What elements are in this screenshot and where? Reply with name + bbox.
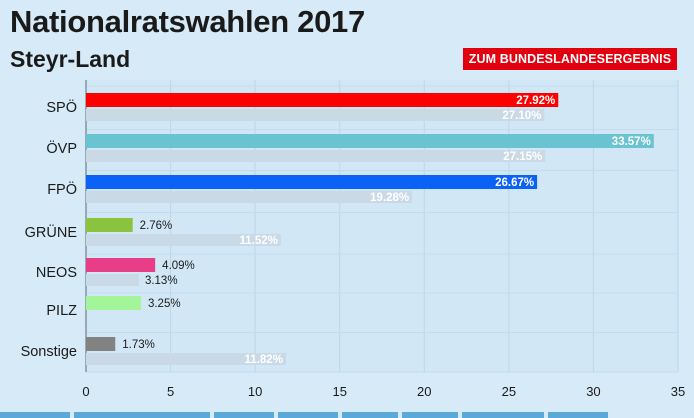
bar-previous-value-label: 27.10% (502, 110, 541, 122)
bar-value-label: 1.73% (122, 339, 155, 351)
bar-previous-value-label: 11.82% (245, 354, 283, 366)
bar-previous-value-label: 3.13% (145, 275, 178, 287)
category-label: NEOS (36, 265, 77, 281)
bar-2017 (86, 175, 538, 189)
page-title: Nationalratswahlen 2017 (10, 4, 365, 39)
bar-2017 (86, 134, 654, 148)
bar-previous (86, 191, 413, 203)
category-label: FPÖ (47, 180, 77, 198)
x-tick-label: 35 (671, 384, 685, 399)
bar-2017 (86, 93, 559, 107)
category-label: ÖVP (46, 139, 77, 157)
x-tick-label: 20 (417, 384, 431, 399)
bar-value-label: 3.25% (148, 298, 181, 310)
x-tick-label: 15 (332, 384, 346, 399)
footer-tab-strip (0, 412, 694, 418)
page-subtitle: Steyr-Land (10, 46, 131, 72)
bar-2017 (86, 258, 156, 272)
x-tick-label: 25 (502, 384, 516, 399)
bar-previous (86, 234, 281, 246)
bar-previous (86, 274, 139, 286)
bar-2017 (86, 337, 116, 351)
x-tick-label: 10 (248, 384, 262, 399)
state-result-button[interactable]: ZUM BUNDESLANDESERGEBNIS (463, 48, 677, 70)
bar-previous-value-label: 27.15% (503, 151, 542, 163)
x-tick-label: 30 (586, 384, 600, 399)
category-label: GRÜNE (25, 223, 78, 241)
bar-value-label: 4.09% (162, 260, 195, 272)
x-tick-label: 5 (167, 384, 174, 399)
category-label: Sonstige (21, 344, 77, 360)
category-label: SPÖ (46, 98, 77, 116)
bar-previous (86, 150, 546, 162)
bar-value-label: 2.76% (140, 220, 173, 232)
bar-previous (86, 353, 286, 365)
bar-previous-value-label: 11.52% (239, 235, 277, 247)
bar-previous-value-label: 19.28% (370, 192, 409, 204)
x-tick-label: 0 (82, 384, 89, 399)
bar-previous (86, 109, 545, 121)
bar-value-label: 33.57% (612, 136, 651, 148)
bar-value-label: 26.67% (495, 177, 534, 189)
bar-2017 (86, 296, 141, 310)
category-label: PILZ (46, 303, 77, 319)
bar-value-label: 27.92% (516, 95, 555, 107)
bar-2017 (86, 218, 133, 232)
plot-background (86, 80, 678, 372)
